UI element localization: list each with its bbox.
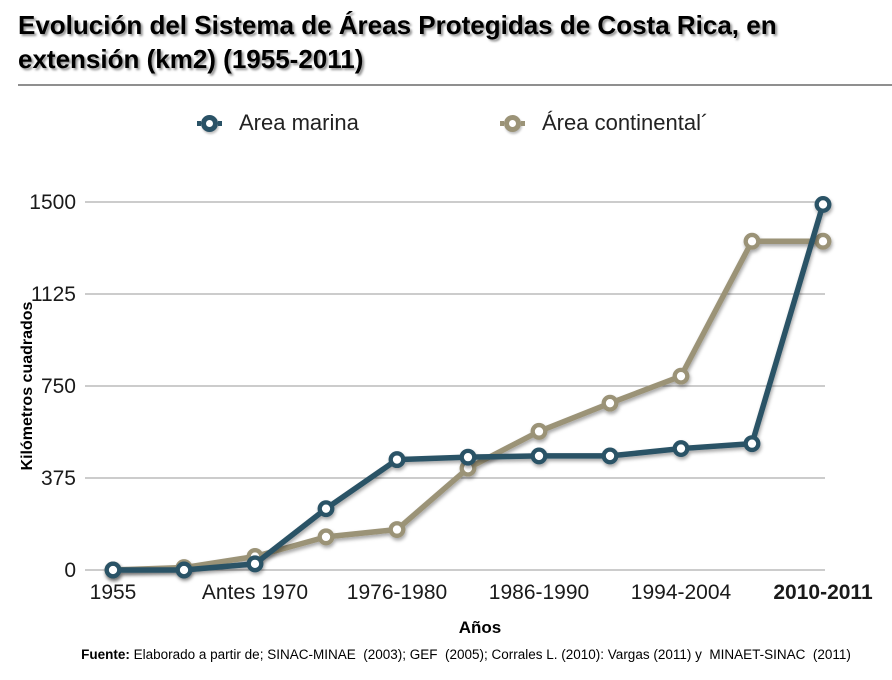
data-point <box>814 196 832 213</box>
title-divider <box>18 84 892 86</box>
data-point <box>175 561 193 579</box>
y-tick-label: 1500 <box>29 191 76 214</box>
data-point <box>601 394 619 412</box>
data-point <box>601 447 619 465</box>
source-note: Fuente: Elaborado a partir de; SINAC-MIN… <box>40 647 892 662</box>
legend-label-area-continental: Área continental´ <box>542 110 709 135</box>
legend-label-area-marina: Area marina <box>239 110 359 135</box>
x-tick-label: 1976-1980 <box>347 581 447 604</box>
x-tick-label: 2010-2011 <box>773 581 873 604</box>
data-point <box>530 447 548 465</box>
source-label: Fuente: <box>81 647 130 662</box>
x-tick-label: Antes 1970 <box>202 581 308 604</box>
data-point <box>672 367 690 385</box>
x-tick-label: 1994-2004 <box>631 581 732 604</box>
data-point <box>530 422 548 440</box>
legend-item-area-marina: Area marina <box>197 107 359 139</box>
line-marker-icon <box>500 114 525 132</box>
data-point <box>104 561 122 579</box>
source-text: Elaborado a partir de; SINAC-MINAE (2003… <box>129 647 851 662</box>
data-point <box>317 528 335 546</box>
y-tick-label: 1125 <box>31 283 76 306</box>
page-title-line-2: extensión (km2) (1955-2011) <box>18 44 364 74</box>
y-tick-label: 375 <box>41 467 76 490</box>
data-point <box>459 448 477 466</box>
data-point <box>246 555 264 573</box>
series-line <box>112 238 823 573</box>
line-marker-icon <box>197 114 222 132</box>
legend-item-area-continental: Área continental´ <box>500 107 708 139</box>
data-point <box>743 232 761 250</box>
page-title-line-1: Evolución del Sistema de Áreas Protegida… <box>18 10 777 40</box>
data-point <box>672 440 690 458</box>
data-point <box>388 521 406 538</box>
data-point <box>814 232 832 250</box>
data-point <box>388 451 406 469</box>
y-tick-label: 750 <box>41 375 76 398</box>
series-line <box>113 203 826 573</box>
data-point <box>743 435 761 453</box>
y-tick-label: 0 <box>64 559 76 582</box>
x-axis-title: Años <box>458 618 502 637</box>
series-Area marina <box>104 196 832 579</box>
x-tick-label: 1986-1990 <box>489 581 589 604</box>
series-Área continental´ <box>104 232 832 579</box>
page-title: Evolución del Sistema de Áreas Protegida… <box>18 8 878 76</box>
data-point <box>317 500 335 518</box>
x-tick-label: 1955 <box>90 581 137 604</box>
